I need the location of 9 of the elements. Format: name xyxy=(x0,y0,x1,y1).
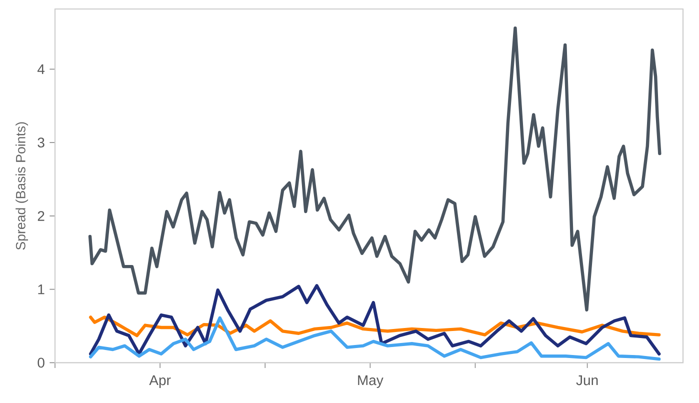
x-tick-label: May xyxy=(358,375,384,388)
x-tick-label: Apr xyxy=(149,375,171,388)
y-tick-label: 3 xyxy=(38,138,44,148)
y-tick-label: 0 xyxy=(38,358,44,368)
y-tick-label: 4 xyxy=(37,64,45,74)
y-axis-title: Spread (Basis Points) xyxy=(16,122,28,250)
y-tick-label: 2 xyxy=(38,211,44,221)
y-tick-label: 1 xyxy=(38,284,44,294)
x-tick-label: Jun xyxy=(576,375,598,386)
